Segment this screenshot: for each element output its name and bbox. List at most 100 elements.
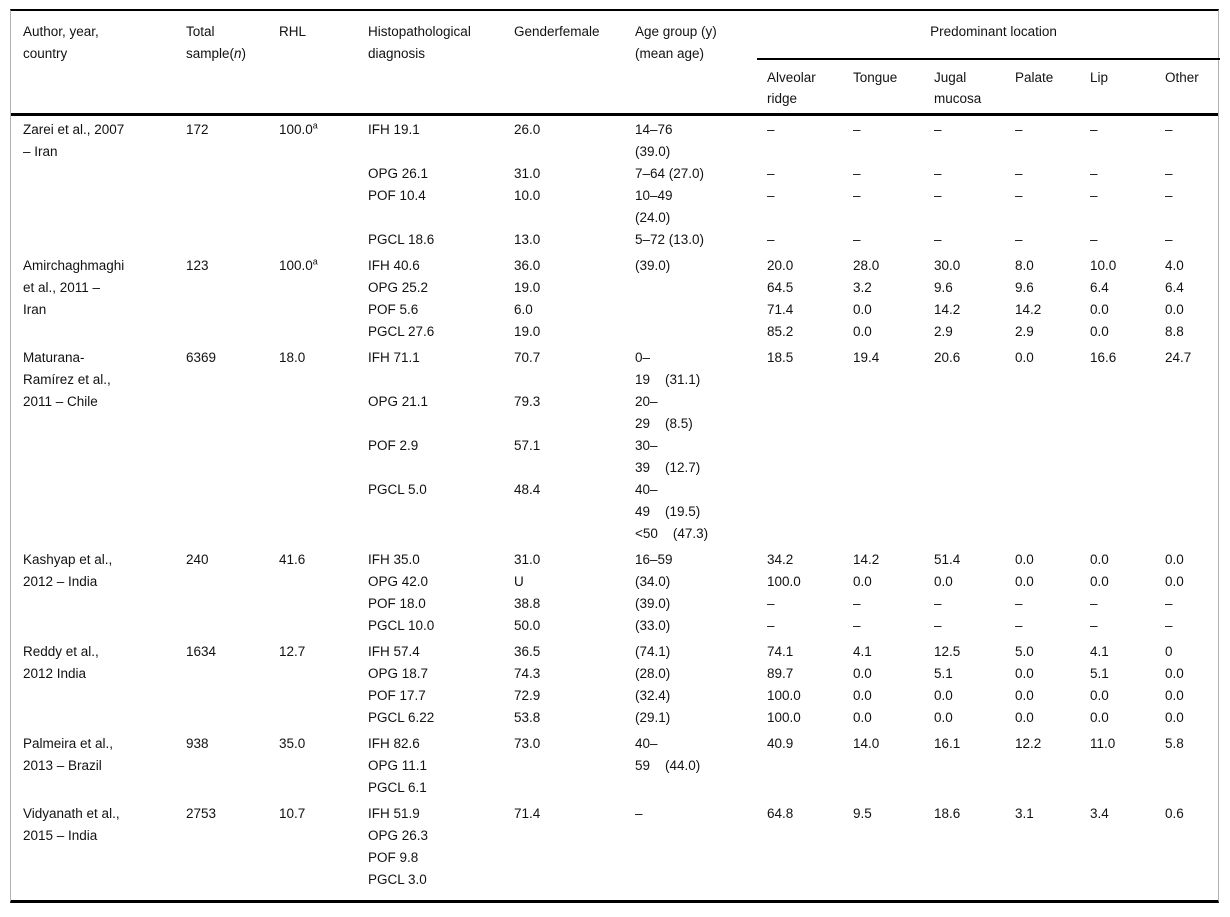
location-cell: 14.2 bbox=[934, 302, 961, 317]
age-cell: 5–72 (13.0) bbox=[635, 232, 705, 247]
location-cell: 0.6 bbox=[1165, 806, 1184, 821]
location-cell: 0.0 bbox=[1090, 574, 1109, 589]
col-header-rhl-line: RHL bbox=[279, 24, 307, 39]
subheader-line: Palate bbox=[1015, 70, 1054, 85]
diagnosis-cell: IFH 57.4 bbox=[368, 644, 420, 659]
location-cell: 9.6 bbox=[934, 280, 953, 295]
location-cell: – bbox=[853, 166, 861, 181]
col-header-sample-n-line: sample(n) bbox=[186, 43, 279, 65]
age-cell: 14–76 bbox=[635, 122, 673, 137]
location-cell: 0.0 bbox=[1165, 574, 1184, 589]
location-cell: 0.0 bbox=[853, 574, 872, 589]
age-cell: <50 (47.3) bbox=[635, 526, 709, 541]
gender-cell: 6.0 bbox=[514, 302, 533, 317]
location-cell: 12.2 bbox=[1015, 736, 1042, 751]
location-cell: – bbox=[1015, 596, 1023, 611]
location-cell: 20.6 bbox=[934, 350, 961, 365]
gender-cell: 31.0 bbox=[514, 552, 541, 567]
age-cell: (39.0) bbox=[635, 144, 671, 159]
location-cell: 0.0 bbox=[853, 302, 872, 317]
study-row-2: Amirchaghmaghi 123 100.0a IFH 40.6 36.0 (39.0… bbox=[23, 251, 1218, 343]
gender-cell: 36.0 bbox=[514, 258, 541, 273]
location-cell: 5.1 bbox=[1090, 666, 1109, 681]
location-cell: – bbox=[1015, 188, 1023, 203]
location-cell: 4.1 bbox=[853, 644, 872, 659]
diagnosis-cell: PGCL 3.0 bbox=[368, 872, 427, 887]
age-cell: (39.0) bbox=[635, 258, 671, 273]
location-cell: 14.0 bbox=[853, 736, 880, 751]
col-header-author-line: country bbox=[23, 46, 68, 61]
age-cell: (74.1) bbox=[635, 644, 671, 659]
age-cell: 40– bbox=[635, 482, 658, 497]
age-cell: 40– bbox=[635, 736, 658, 751]
location-cell: – bbox=[853, 122, 861, 137]
author-cell: et al., 2011 – bbox=[23, 280, 101, 295]
location-cell: 3.4 bbox=[1090, 806, 1109, 821]
col-header-histo-line: diagnosis bbox=[368, 46, 426, 61]
gender-cell: 79.3 bbox=[514, 394, 541, 409]
col-header-total-line: Total bbox=[186, 24, 215, 39]
col-header-gender-female: Genderfemale bbox=[514, 21, 635, 113]
col-header-other: Other bbox=[1165, 67, 1220, 109]
col-header-age-line: Age group (y) bbox=[635, 24, 717, 39]
rhl-cell: 10.7 bbox=[279, 806, 306, 821]
predominant-location-rule bbox=[757, 58, 1220, 60]
location-cell: 5.1 bbox=[934, 666, 953, 681]
rhl-footnote-marker: a bbox=[312, 256, 318, 267]
location-cell: 0.0 bbox=[1015, 710, 1034, 725]
location-cell: – bbox=[1090, 122, 1098, 137]
table-header: Author, year, country Total sample(n) RH… bbox=[11, 11, 1220, 116]
location-cell: – bbox=[1165, 618, 1173, 633]
location-cell: 0.0 bbox=[1165, 552, 1184, 567]
age-cell: 10–49 bbox=[635, 188, 673, 203]
location-cell: 64.8 bbox=[767, 806, 794, 821]
subheader-line: mucosa bbox=[934, 91, 982, 106]
age-cell: (34.0) bbox=[635, 574, 671, 589]
author-cell: 2011 – Chile bbox=[23, 394, 98, 409]
diagnosis-cell: POF 2.9 bbox=[368, 438, 419, 453]
study-row-3: Maturana- 6369 18.0 IFH 71.1 70.7 0– 18.5 19.4 2… bbox=[23, 343, 1218, 545]
age-cell: (33.0) bbox=[635, 618, 671, 633]
diagnosis-cell: IFH 35.0 bbox=[368, 552, 420, 567]
rhl-cell: 100.0a bbox=[279, 120, 318, 137]
col-header-histopathological-diagnosis: Histopathological diagnosis bbox=[368, 21, 514, 113]
location-cell: 0.0 bbox=[853, 710, 872, 725]
diagnosis-cell: IFH 51.9 bbox=[368, 806, 420, 821]
diagnosis-cell: PGCL 6.22 bbox=[368, 710, 435, 725]
author-cell: Reddy et al., bbox=[23, 644, 99, 659]
author-cell: 2012 India bbox=[23, 666, 87, 681]
diagnosis-cell: PGCL 6.1 bbox=[368, 780, 427, 795]
location-cell: – bbox=[767, 596, 775, 611]
gender-cell: 38.8 bbox=[514, 596, 541, 611]
diagnosis-cell: POF 10.4 bbox=[368, 188, 426, 203]
total-sample-cell: 6369 bbox=[186, 350, 217, 365]
age-cell: 16–59 bbox=[635, 552, 673, 567]
location-cell: 8.8 bbox=[1165, 324, 1184, 339]
col-header-age-line: (mean age) bbox=[635, 46, 705, 61]
gender-cell: 19.0 bbox=[514, 280, 541, 295]
diagnosis-cell: POF 17.7 bbox=[368, 688, 426, 703]
age-cell: 39 (12.7) bbox=[635, 460, 701, 475]
location-cell: 18.5 bbox=[767, 350, 794, 365]
location-cell: 71.4 bbox=[767, 302, 794, 317]
author-cell: 2015 – India bbox=[23, 828, 98, 843]
age-cell: 7–64 (27.0) bbox=[635, 166, 705, 181]
gender-cell: 73.0 bbox=[514, 736, 541, 751]
location-cell: 100.0 bbox=[767, 688, 801, 703]
gender-cell: 72.9 bbox=[514, 688, 541, 703]
col-group-predominant-location: Predominant location Alveolar ridge Tong… bbox=[757, 21, 1220, 113]
location-cell: 0.0 bbox=[1015, 350, 1034, 365]
location-cell: 3.2 bbox=[853, 280, 872, 295]
gender-cell: 70.7 bbox=[514, 350, 541, 365]
location-cell: – bbox=[934, 618, 942, 633]
location-cell: – bbox=[1165, 166, 1173, 181]
author-cell: Ramírez et al., bbox=[23, 372, 111, 387]
subheader-line: Other bbox=[1165, 70, 1199, 85]
age-cell: 20– bbox=[635, 394, 658, 409]
diagnosis-cell: POF 5.6 bbox=[368, 302, 419, 317]
diagnosis-cell: OPG 18.7 bbox=[368, 666, 429, 681]
location-cell: – bbox=[767, 122, 775, 137]
diagnosis-cell: PGCL 10.0 bbox=[368, 618, 435, 633]
age-cell: – bbox=[635, 806, 643, 821]
location-cell: – bbox=[934, 122, 942, 137]
